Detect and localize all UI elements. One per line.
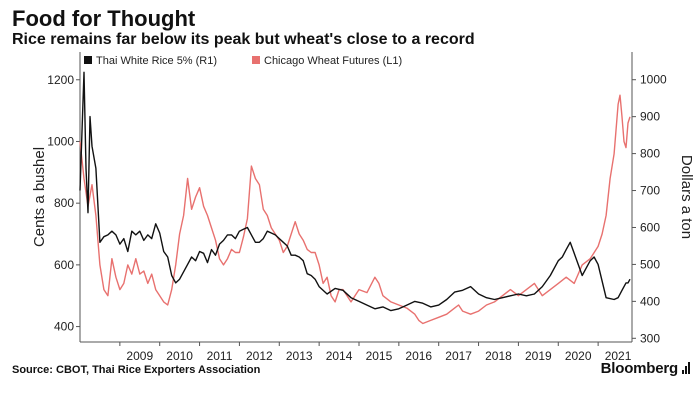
x-tick-label: 2012	[246, 349, 273, 363]
x-tick-label: 2016	[405, 349, 432, 363]
chart-title: Food for Thought	[12, 6, 196, 31]
wheat-series-line	[79, 94, 631, 325]
right-y-tick-label: 300	[640, 331, 660, 345]
bloomberg-logo: Bloomberg	[600, 360, 679, 377]
chart-subtitle: Rice remains far below its peak but whea…	[12, 31, 475, 48]
source-note: Source: CBOT, Thai Rice Exporters Associ…	[12, 364, 261, 376]
right-y-tick-label: 1000	[640, 73, 667, 87]
right-y-tick-label: 800	[640, 147, 660, 161]
left-y-tick-label: 1000	[47, 134, 74, 148]
left-y-tick-label: 400	[54, 320, 74, 334]
x-tick-label: 2013	[286, 349, 313, 363]
legend-label-rice: Thai White Rice 5% (R1)	[96, 55, 217, 67]
left-axis-title: Cents a bushel	[31, 147, 48, 247]
right-y-tick-label: 700	[640, 184, 660, 198]
bloomberg-mark-icon	[682, 362, 692, 374]
x-tick-label: 2010	[166, 349, 193, 363]
legend-label-wheat: Chicago Wheat Futures (L1)	[264, 55, 402, 67]
x-tick-label: 2020	[565, 349, 592, 363]
right-y-tick-label: 900	[640, 110, 660, 124]
x-tick-label: 2019	[525, 349, 552, 363]
x-tick-label: 2014	[326, 349, 353, 363]
right-y-tick-label: 500	[640, 257, 660, 271]
left-y-tick-label: 800	[54, 196, 74, 210]
rice-series-line	[79, 71, 631, 312]
x-tick-label: 2018	[485, 349, 512, 363]
legend-swatch-rice	[84, 56, 92, 64]
left-y-tick-label: 600	[54, 258, 74, 272]
right-y-tick-label: 600	[640, 220, 660, 234]
x-tick-label: 2015	[366, 349, 393, 363]
x-tick-label: 2017	[445, 349, 472, 363]
x-tick-label: 2021	[605, 349, 632, 363]
right-y-tick-label: 400	[640, 294, 660, 308]
x-tick-label: 2009	[126, 349, 153, 363]
x-tick-label: 2011	[207, 349, 233, 363]
right-axis-title: Dollars a ton	[678, 155, 695, 239]
legend-swatch-wheat	[252, 56, 260, 64]
left-y-tick-label: 1200	[47, 73, 74, 87]
